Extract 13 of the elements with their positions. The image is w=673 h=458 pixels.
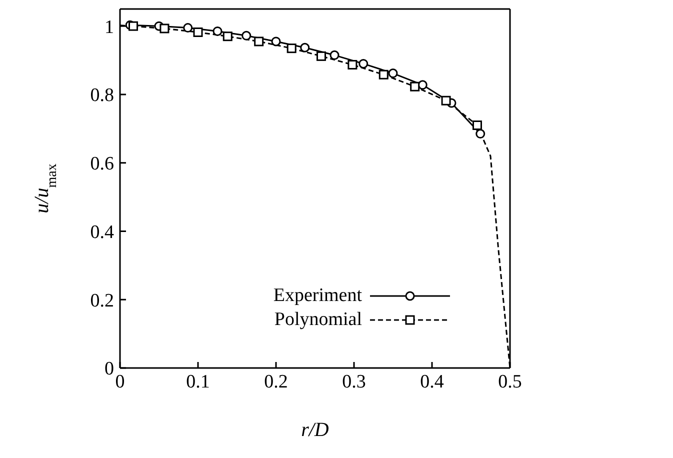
y-tick-label: 0.6 [90,154,114,175]
x-tick-label: 0.1 [186,371,210,392]
x-tick-label: 0.4 [420,371,444,392]
y-tick-label: 0.4 [90,222,114,243]
legend-label: Polynomial [274,309,362,331]
x-tick-label: 0.3 [342,371,366,392]
legend-label: Experiment [273,285,362,307]
y-tick-label: 0.8 [90,85,114,106]
x-tick-label: 0.2 [264,371,288,392]
x-tick-label: 0.5 [498,371,522,392]
y-tick-label: 0.2 [90,290,114,312]
x-axis-title: r/D [301,419,330,441]
y-tick-label: 1 [104,16,114,38]
